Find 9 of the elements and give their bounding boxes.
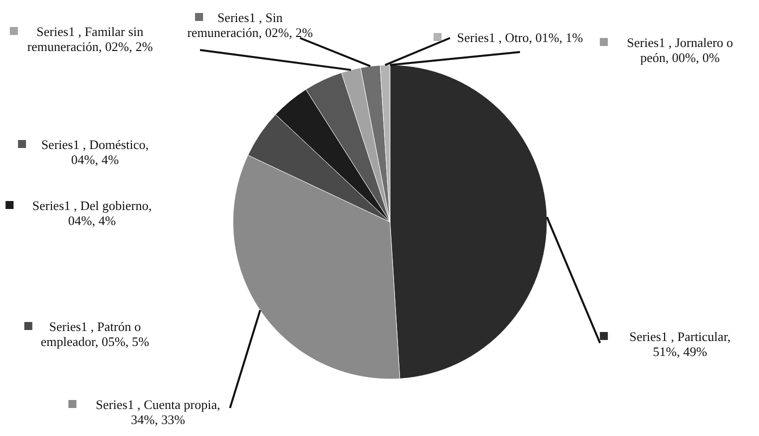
legend-label: Series1 , Jornalero o peón, 00%, 0% xyxy=(626,35,734,65)
legend-label: Series1 , Del gobierno, 04%, 4% xyxy=(32,198,152,228)
legend-label: Series1 , Doméstico, 04%, 4% xyxy=(41,137,149,167)
legend-label: Series1 , Cuenta propia, 34%, 33% xyxy=(96,397,220,427)
legend-label: Series1 , Patrón o empleador, 05%, 5% xyxy=(40,319,150,349)
legend-label: Series1 , Familar sin remuneración, 02%, 2% xyxy=(27,24,153,54)
legend-label: Series1 , Particular, 51%, 49% xyxy=(629,329,731,359)
legend-label: Series1 , Sin remuneración, 02%, 2% xyxy=(187,10,313,40)
legend-label: Series1 , Otro, 01%, 1% xyxy=(456,30,584,45)
